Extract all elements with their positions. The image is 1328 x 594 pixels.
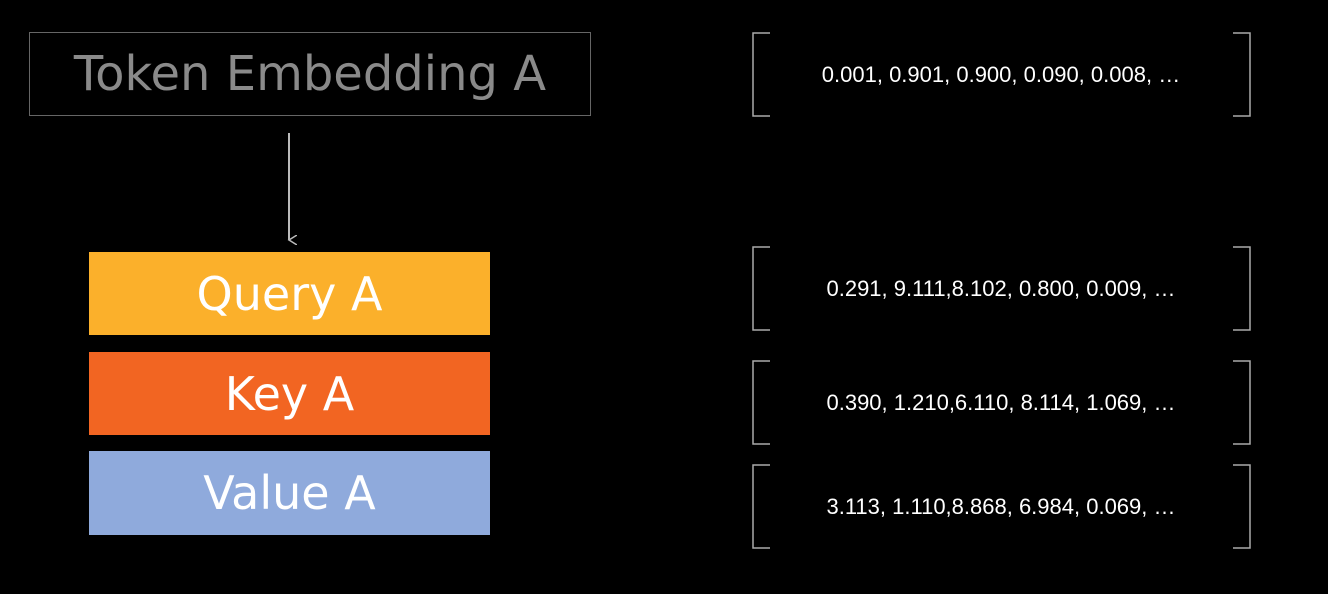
brackets bbox=[752, 32, 1251, 549]
vector-text: 0.291, 9.111,8.102, 0.800, 0.009, … bbox=[826, 275, 1176, 301]
vector-text: 0.390, 1.210,6.110, 8.114, 1.069, … bbox=[826, 389, 1176, 415]
vector-text: 3.113, 1.110,8.868, 6.984, 0.069, … bbox=[826, 493, 1176, 519]
vector-text: 0.001, 0.901, 0.900, 0.090, 0.008, … bbox=[821, 61, 1181, 87]
token-embedding-box: Token Embedding A bbox=[29, 32, 591, 116]
key-box: Key A bbox=[89, 352, 490, 435]
value-box: Value A bbox=[89, 451, 490, 535]
query-box: Query A bbox=[89, 252, 490, 335]
